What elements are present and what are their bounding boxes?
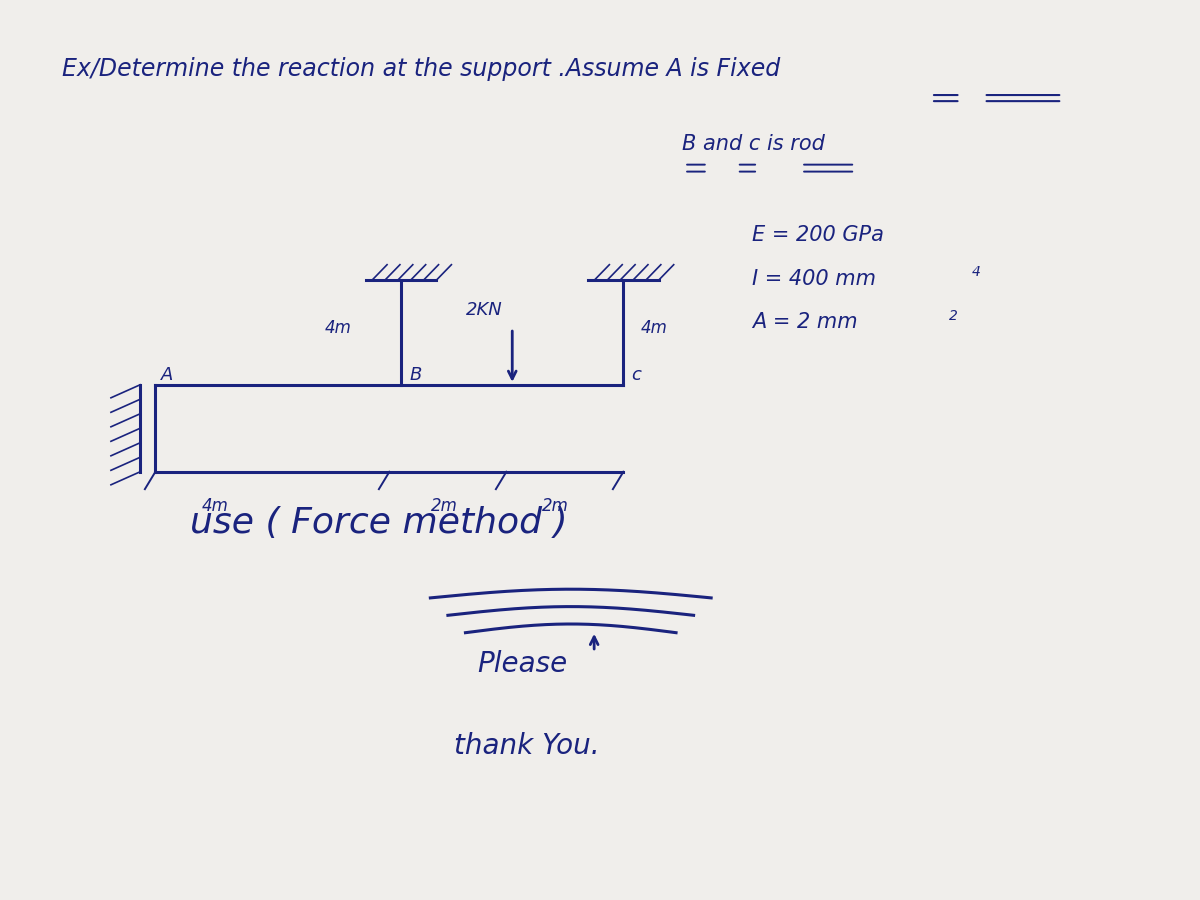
Text: 2: 2 — [949, 309, 958, 322]
Text: 2KN: 2KN — [466, 302, 503, 319]
Text: B: B — [409, 365, 421, 383]
Text: thank You.: thank You. — [454, 733, 599, 760]
Text: A: A — [161, 365, 174, 383]
Text: A = 2 mm: A = 2 mm — [752, 312, 858, 332]
Text: E = 200 GPa: E = 200 GPa — [752, 225, 884, 245]
Text: Ex/Determine the reaction at the support .Assume A is Fixed: Ex/Determine the reaction at the support… — [62, 57, 780, 81]
Text: 2m: 2m — [431, 497, 458, 515]
Text: 4m: 4m — [325, 319, 352, 337]
Text: 4: 4 — [972, 265, 980, 279]
Text: Please: Please — [478, 650, 568, 678]
Text: B and c is rod: B and c is rod — [682, 134, 824, 154]
Text: c: c — [631, 365, 642, 383]
Text: 4m: 4m — [203, 497, 229, 515]
Text: 4m: 4m — [641, 319, 668, 337]
Text: 2m: 2m — [542, 497, 569, 515]
Text: I = 400 mm: I = 400 mm — [752, 269, 876, 289]
Text: use ( Force method ): use ( Force method ) — [191, 506, 568, 540]
